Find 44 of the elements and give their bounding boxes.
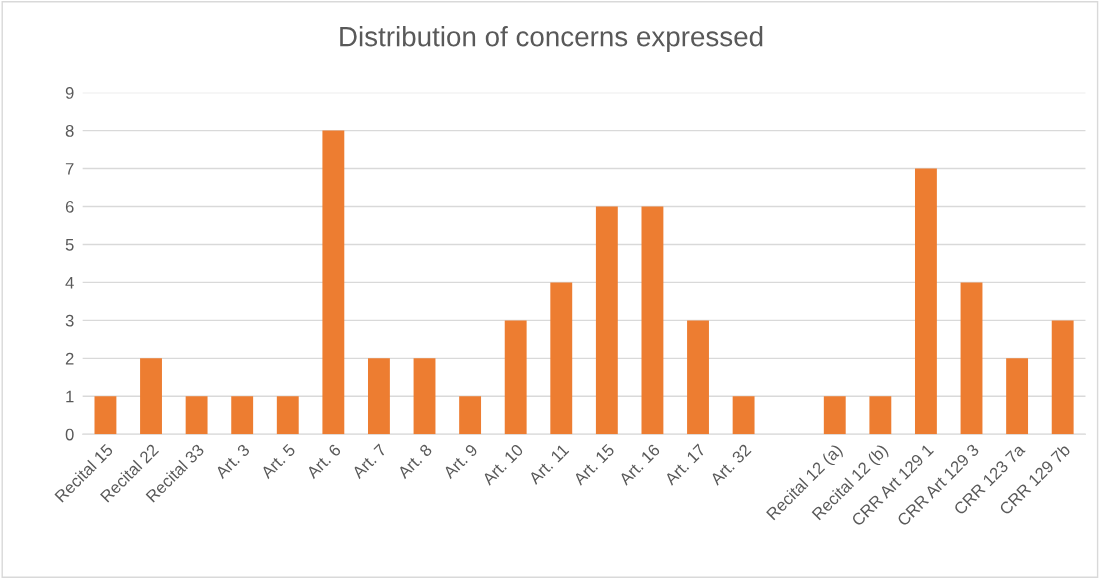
bar	[368, 358, 390, 435]
y-tick-label: 3	[65, 314, 74, 327]
x-tick-label: Art. 5	[260, 443, 296, 480]
x-tick-label: Art. 11	[527, 443, 570, 486]
bar	[276, 396, 299, 435]
y-tick-label: 7	[65, 163, 74, 175]
x-tick-label: Art. 15	[572, 443, 616, 486]
bar	[185, 396, 208, 435]
y-tick-label: 6	[65, 200, 74, 213]
y-tick-label: 1	[66, 390, 74, 403]
x-tick-label: Art. 7	[351, 443, 387, 480]
y-tick-label: 2	[65, 352, 74, 365]
x-tick-label: Art. 16	[618, 443, 661, 486]
bar	[459, 396, 482, 435]
bar	[231, 396, 254, 435]
bar	[413, 358, 436, 435]
y-tick-label: 8	[65, 125, 74, 137]
bar	[140, 358, 162, 435]
bar	[504, 320, 527, 435]
bar	[960, 282, 983, 435]
x-tick-label: Art. 9	[442, 443, 479, 480]
bar	[732, 396, 755, 435]
bar	[94, 396, 117, 435]
x-tick-label: Art. 17	[663, 443, 707, 486]
bar	[687, 320, 709, 435]
bar	[550, 282, 573, 435]
bar	[641, 206, 664, 435]
bar	[322, 130, 345, 435]
x-tick-label: Art. 10	[481, 443, 524, 486]
bar	[914, 168, 937, 435]
y-tick-label: 5	[65, 239, 74, 251]
y-tick-label: 9	[65, 87, 74, 99]
y-tick-label: 4	[65, 277, 74, 289]
x-tick-label: Art. 32	[709, 443, 752, 486]
bar	[869, 396, 892, 435]
y-tick-label: 0	[65, 428, 74, 441]
bar	[1051, 320, 1074, 435]
bar	[823, 396, 846, 435]
x-tick-label: Art. 3	[214, 443, 251, 480]
bar	[1006, 358, 1029, 435]
chart-title: Distribution of concerns expressed	[340, 26, 763, 52]
x-tick-label: Art. 8	[396, 443, 433, 480]
x-tick-label: Art. 6	[305, 443, 342, 480]
bar	[595, 206, 618, 435]
